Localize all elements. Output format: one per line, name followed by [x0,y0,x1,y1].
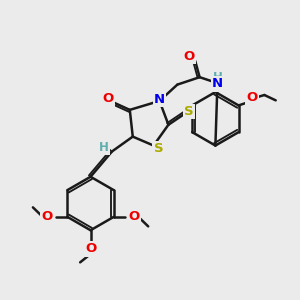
Text: O: O [42,210,53,224]
Text: S: S [184,105,194,118]
Text: N: N [212,77,223,90]
Text: O: O [184,50,195,63]
Text: N: N [154,93,165,106]
Text: S: S [154,142,164,155]
Text: O: O [103,92,114,105]
Text: H: H [212,71,222,84]
Text: O: O [128,210,140,224]
Text: O: O [85,242,96,256]
Text: H: H [99,140,109,154]
Text: O: O [246,92,258,104]
